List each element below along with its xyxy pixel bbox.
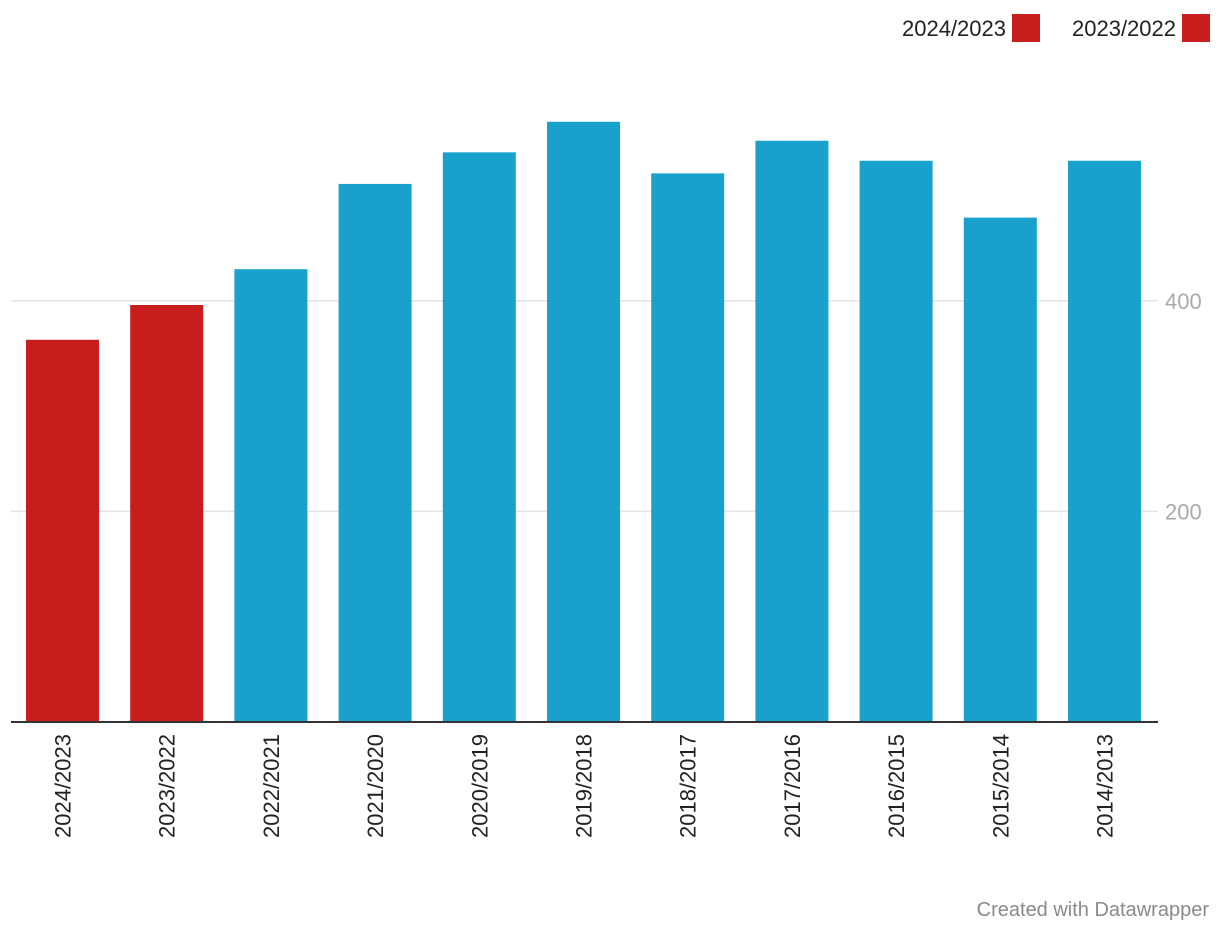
y-tick-label-400: 400 xyxy=(1165,289,1202,314)
x-axis-labels: 2024/2023 2023/2022 2022/2021 2021/2020 2020… xyxy=(51,734,1118,838)
legend-label-2024-2023: 2024/2023 xyxy=(902,16,1006,41)
x-tick-label-2017-2016: 2017/2016 xyxy=(780,734,805,838)
bar-2020-2019[interactable] xyxy=(442,152,516,722)
y-axis-ticks: 200 400 xyxy=(1165,289,1202,525)
x-tick-label-2023-2022: 2023/2022 xyxy=(155,734,180,838)
x-tick-label-2014-2013: 2014/2013 xyxy=(1093,734,1118,838)
legend-swatch-2023-2022 xyxy=(1182,14,1210,42)
x-tick-label-2024-2023: 2024/2023 xyxy=(51,734,76,838)
bar-2015-2014[interactable] xyxy=(963,217,1037,722)
legend: 2023/2022 2024/2023 xyxy=(902,14,1210,42)
bar-2018-2017[interactable] xyxy=(651,173,725,723)
x-tick-label-2021-2020: 2021/2020 xyxy=(363,734,388,838)
x-tick-label-2015-2014: 2015/2014 xyxy=(988,734,1013,838)
x-tick-label-2022-2021: 2022/2021 xyxy=(259,734,284,838)
bar-2024-2023[interactable] xyxy=(26,339,99,722)
legend-label-2023-2022: 2023/2022 xyxy=(1072,16,1176,41)
x-tick-label-2019-2018: 2019/2018 xyxy=(572,734,597,838)
footer-credit[interactable]: Created with Datawrapper xyxy=(977,899,1210,921)
bar-2019-2018[interactable] xyxy=(547,121,620,723)
x-tick-label-2020-2019: 2020/2019 xyxy=(467,734,492,838)
bar-2016-2015[interactable] xyxy=(859,160,933,723)
y-tick-label-200: 200 xyxy=(1165,499,1202,524)
x-tick-label-2018-2017: 2018/2017 xyxy=(676,734,701,838)
bar-2022-2021[interactable] xyxy=(234,269,308,722)
bar-2014-2013[interactable] xyxy=(1068,160,1141,723)
bar-2017-2016[interactable] xyxy=(755,140,829,722)
bar-2021-2020[interactable] xyxy=(338,183,412,723)
x-tick-label-2016-2015: 2016/2015 xyxy=(884,734,909,838)
legend-swatch-2024-2023 xyxy=(1012,14,1040,42)
bar-2023-2022[interactable] xyxy=(130,305,204,722)
bars-layer xyxy=(26,121,1141,723)
